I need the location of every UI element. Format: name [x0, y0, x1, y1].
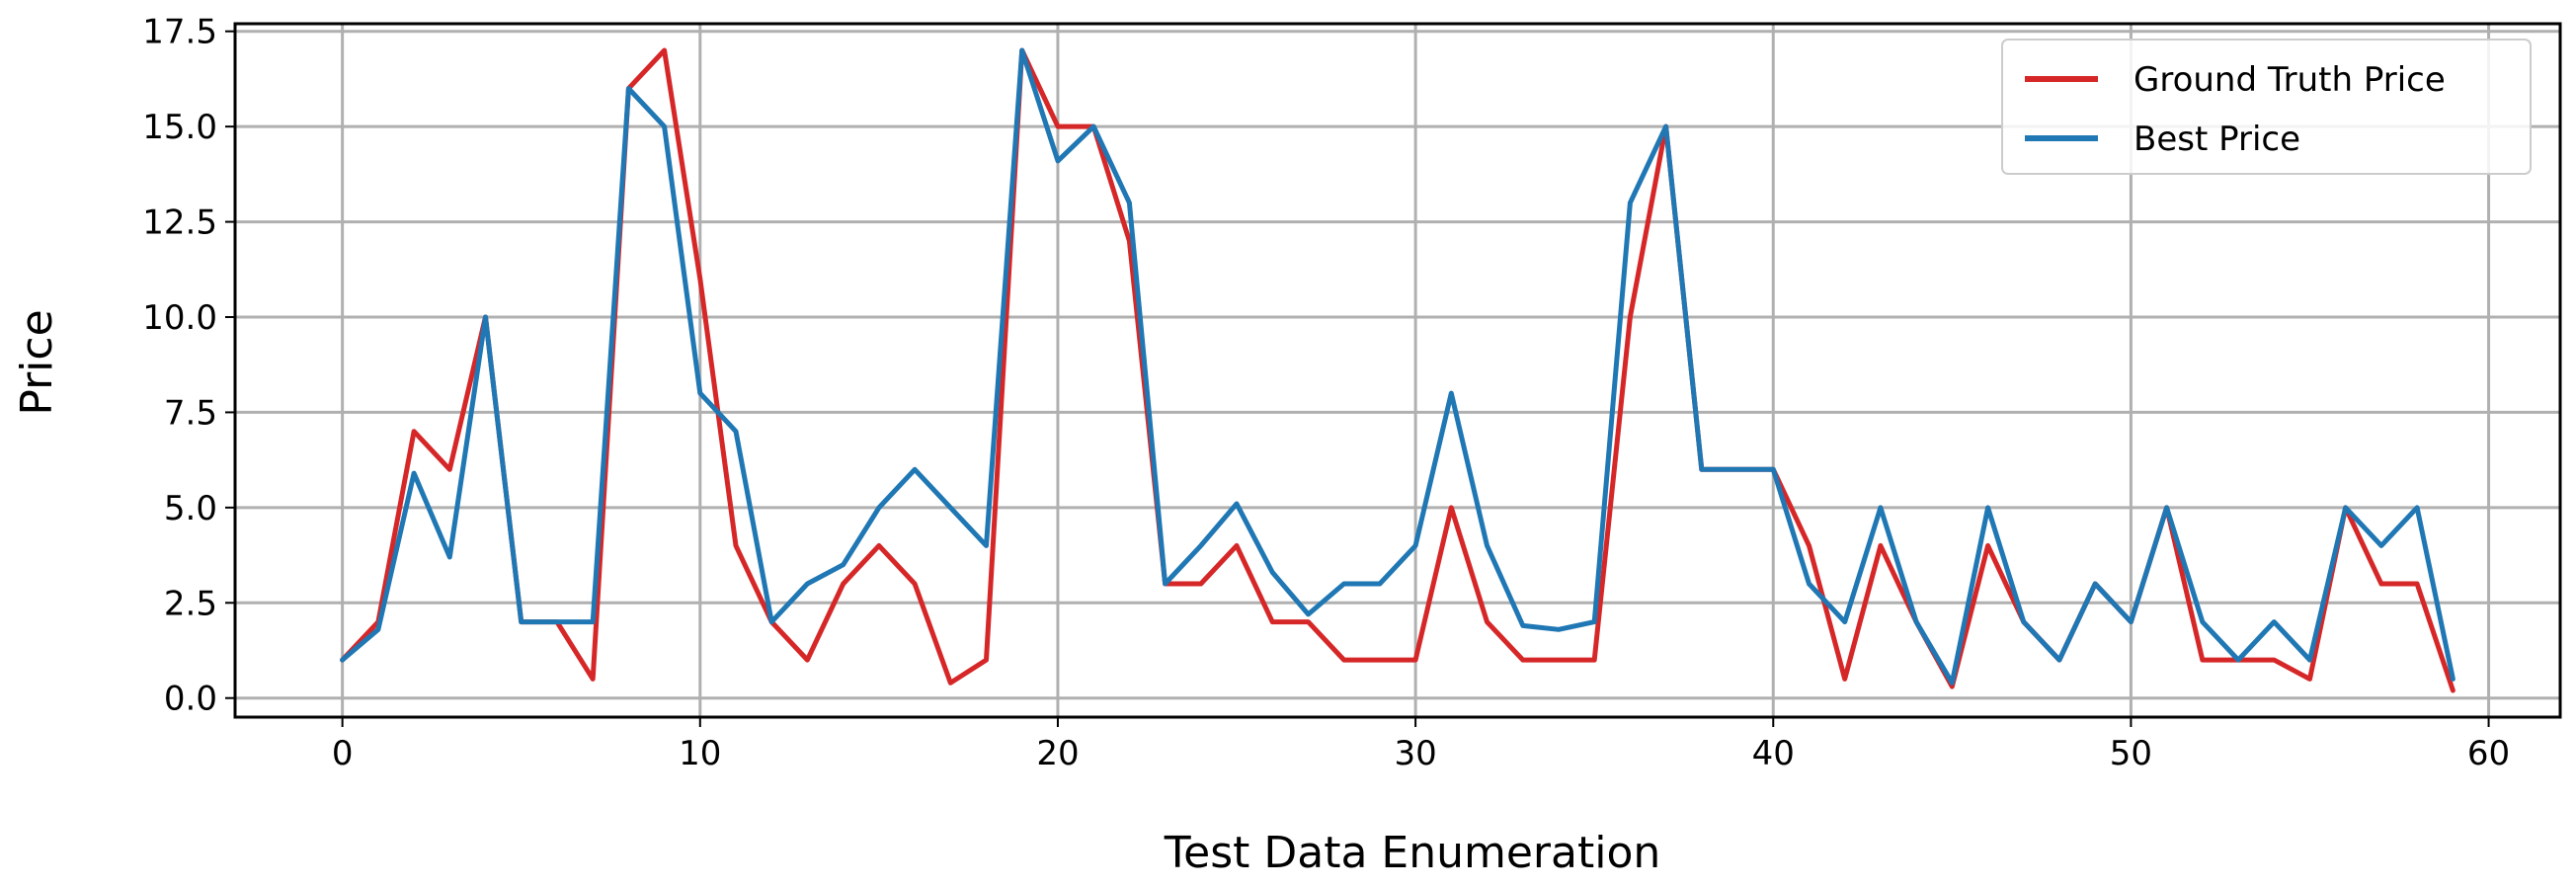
y-axis-label: Price — [12, 309, 62, 415]
legend-box — [2001, 39, 2532, 175]
legend-label-ground-truth: Ground Truth Price — [2133, 60, 2446, 100]
x-tick-label: 30 — [1394, 734, 1436, 773]
legend: Ground Truth Price Best Price — [2001, 39, 2532, 175]
y-tick-label: 17.5 — [142, 13, 217, 52]
y-tick-label: 2.5 — [164, 584, 217, 623]
y-tick-label: 10.0 — [142, 298, 217, 338]
plot-frame — [233, 22, 2562, 719]
x-tick-label: 0 — [332, 734, 354, 773]
y-tick-label: 15.0 — [142, 108, 217, 147]
x-axis-label: Test Data Enumeration — [1164, 828, 1661, 878]
y-tick-label: 0.0 — [164, 680, 217, 719]
x-tick-label: 40 — [1752, 734, 1795, 773]
y-tick-label: 12.5 — [142, 203, 217, 243]
series-layer — [340, 47, 2455, 693]
x-tick-label: 20 — [1036, 734, 1079, 773]
y-tick-label: 7.5 — [164, 393, 217, 433]
x-tick-label: 50 — [2110, 734, 2152, 773]
x-tick-label: 10 — [679, 734, 721, 773]
x-tick-label: 60 — [2467, 734, 2510, 773]
y-tick-label: 5.0 — [164, 489, 217, 528]
series-line-best-price — [340, 47, 2455, 686]
axis-ticks: 0 10 20 30 40 50 60 0.0 2.5 5.0 7.5 10.0 12.5 15.0 17.… — [142, 13, 2510, 773]
legend-label-best-price: Best Price — [2133, 120, 2300, 159]
